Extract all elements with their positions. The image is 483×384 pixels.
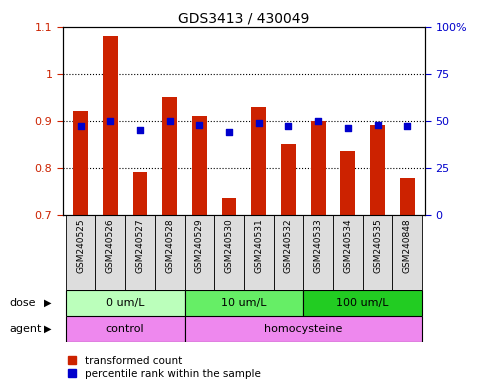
Bar bbox=[341, 151, 355, 215]
Bar bbox=[125, 215, 155, 290]
Point bbox=[284, 123, 292, 129]
Text: GSM240530: GSM240530 bbox=[225, 218, 234, 273]
Point bbox=[77, 123, 85, 129]
Point bbox=[255, 119, 263, 126]
Bar bbox=[66, 316, 185, 342]
Text: GSM240848: GSM240848 bbox=[403, 218, 412, 273]
Point bbox=[314, 118, 322, 124]
Bar bbox=[185, 316, 422, 342]
Bar bbox=[333, 215, 363, 290]
Text: 0 um/L: 0 um/L bbox=[106, 298, 144, 308]
Bar bbox=[311, 121, 326, 215]
Point bbox=[344, 125, 352, 131]
Text: 100 um/L: 100 um/L bbox=[337, 298, 389, 308]
Bar bbox=[162, 97, 177, 215]
Point bbox=[166, 118, 173, 124]
Bar bbox=[66, 290, 185, 316]
Text: dose: dose bbox=[10, 298, 36, 308]
Point bbox=[196, 121, 203, 127]
Text: 10 um/L: 10 um/L bbox=[221, 298, 267, 308]
Text: ▶: ▶ bbox=[43, 324, 51, 334]
Text: agent: agent bbox=[10, 324, 42, 334]
Bar bbox=[303, 215, 333, 290]
Bar bbox=[66, 215, 96, 290]
Legend: transformed count, percentile rank within the sample: transformed count, percentile rank withi… bbox=[68, 356, 260, 379]
Bar bbox=[303, 290, 422, 316]
Text: GSM240526: GSM240526 bbox=[106, 218, 115, 273]
Bar bbox=[185, 290, 303, 316]
Bar bbox=[155, 215, 185, 290]
Bar bbox=[363, 215, 392, 290]
Text: homocysteine: homocysteine bbox=[264, 324, 342, 334]
Point bbox=[225, 129, 233, 135]
Point bbox=[403, 123, 411, 129]
Bar bbox=[192, 116, 207, 215]
Text: GSM240532: GSM240532 bbox=[284, 218, 293, 273]
Title: GDS3413 / 430049: GDS3413 / 430049 bbox=[178, 12, 310, 26]
Bar bbox=[273, 215, 303, 290]
Text: ▶: ▶ bbox=[43, 298, 51, 308]
Point bbox=[374, 121, 382, 127]
Bar bbox=[103, 36, 118, 215]
Bar bbox=[400, 178, 414, 215]
Point bbox=[106, 118, 114, 124]
Bar bbox=[96, 215, 125, 290]
Text: GSM240527: GSM240527 bbox=[136, 218, 144, 273]
Text: GSM240533: GSM240533 bbox=[313, 218, 323, 273]
Bar bbox=[251, 107, 266, 215]
Text: GSM240534: GSM240534 bbox=[343, 218, 352, 273]
Bar bbox=[370, 126, 385, 215]
Bar bbox=[132, 172, 147, 215]
Text: GSM240529: GSM240529 bbox=[195, 218, 204, 273]
Bar bbox=[244, 215, 273, 290]
Point bbox=[136, 127, 144, 133]
Text: GSM240525: GSM240525 bbox=[76, 218, 85, 273]
Bar bbox=[392, 215, 422, 290]
Bar bbox=[73, 111, 88, 215]
Bar bbox=[222, 198, 237, 215]
Text: control: control bbox=[106, 324, 144, 334]
Bar bbox=[281, 144, 296, 215]
Bar bbox=[214, 215, 244, 290]
Text: GSM240528: GSM240528 bbox=[165, 218, 174, 273]
Bar bbox=[185, 215, 214, 290]
Text: GSM240531: GSM240531 bbox=[254, 218, 263, 273]
Text: GSM240535: GSM240535 bbox=[373, 218, 382, 273]
